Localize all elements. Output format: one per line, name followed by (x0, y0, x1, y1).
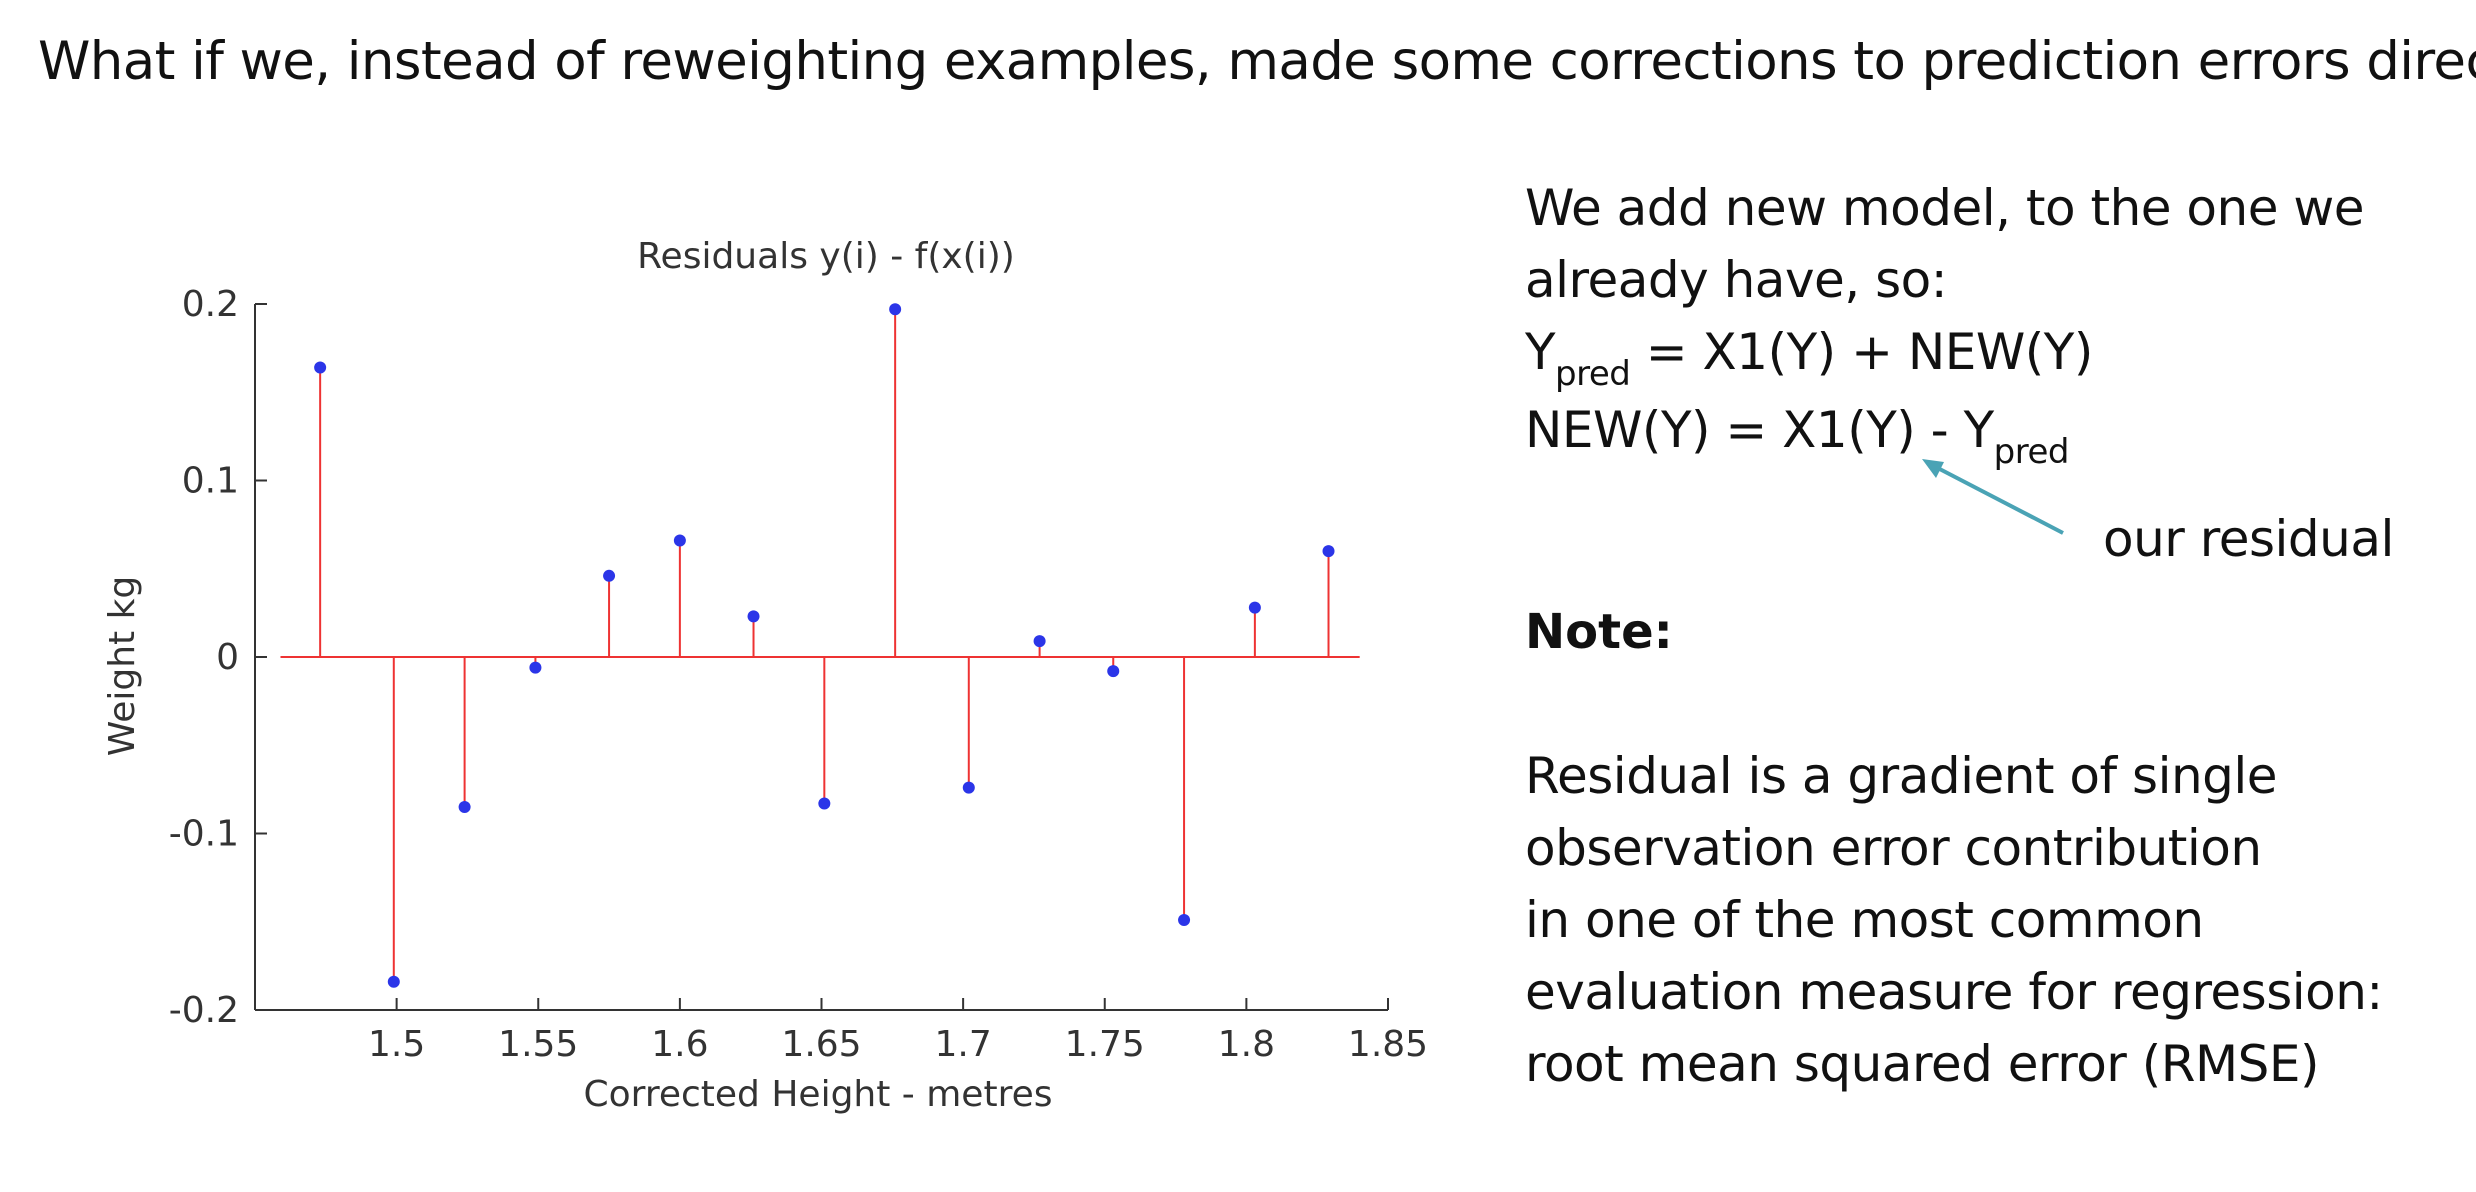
equation-ypred-subscript: pred (1555, 354, 1631, 394)
stem-marker (673, 534, 686, 547)
stem-marker (529, 661, 542, 674)
residual-label: our residual (2103, 510, 2394, 568)
x-tick-label: 1.75 (1065, 1024, 1145, 1065)
stem-marker (603, 569, 616, 582)
x-tick-label: 1.8 (1218, 1024, 1275, 1065)
residuals-stem-chart: Residuals y(i) - f(x(i)) Corrected Heigh… (102, 236, 1428, 1115)
y-tick-label: 0 (216, 637, 239, 678)
x-tick-label: 1.85 (1348, 1024, 1428, 1065)
x-tick-label: 1.65 (781, 1024, 861, 1065)
y-tick-label: -0.1 (169, 814, 239, 855)
stem-marker (1322, 545, 1335, 558)
note-heading: Note: (1525, 604, 1673, 660)
y-tick-label: 0.1 (182, 461, 239, 502)
stem-marker (387, 975, 400, 988)
stem-marker (314, 361, 327, 374)
equation-ypred-symbol: Y (1525, 323, 1556, 381)
x-tick-label: 1.5 (368, 1024, 425, 1065)
x-tick-label: 1.6 (651, 1024, 708, 1065)
chart-axes: -0.2 -0.1 0 0.1 0.2 1.5 1.55 1.6 1.65 1.7 1.75 1.8 1… (169, 284, 1428, 1065)
note-body: Residual is a gradient of single observa… (1525, 740, 2383, 1100)
x-tick-label: 1.55 (498, 1024, 578, 1065)
stem-marker (1178, 913, 1191, 926)
note-line: observation error contribution (1525, 819, 2262, 877)
stem-marker (747, 610, 760, 623)
x-axis-label: Corrected Height - metres (584, 1074, 1053, 1115)
stem-marker (1033, 635, 1046, 648)
y-tick-label: 0.2 (182, 284, 239, 325)
x-tick-label: 1.7 (934, 1024, 991, 1065)
note-line: in one of the most common (1525, 891, 2204, 949)
y-tick-label: -0.2 (169, 990, 239, 1031)
stem-marker (818, 797, 831, 810)
note-line: root mean squared error (RMSE) (1525, 1035, 2319, 1093)
equation-new: NEW(Y) = X1(Y) - Ypred (1525, 394, 2425, 472)
residual-arrow-icon (1922, 459, 2064, 535)
stem-marker (889, 303, 902, 316)
equation-ypred-rhs: = X1(Y) + NEW(Y) (1630, 323, 2094, 381)
slide-title: What if we, instead of reweighting examp… (38, 31, 2476, 92)
equation-new-subscript: pred (1993, 432, 2070, 472)
stem-marker (1107, 665, 1120, 678)
equation-new-text: NEW(Y) = X1(Y) - Y (1525, 401, 1994, 459)
explanation-line-1: We add new model, to the one we (1525, 179, 2365, 237)
stem-marker (458, 801, 471, 814)
explanation-panel: We add new model, to the one we already … (1525, 172, 2425, 472)
note-line: evaluation measure for regression: (1525, 963, 2383, 1021)
stem-marker (962, 781, 975, 794)
explanation-line-2: already have, so: (1525, 251, 1948, 309)
equation-ypred: Ypred = X1(Y) + NEW(Y) (1525, 316, 2425, 394)
y-axis-label: Weight kg (102, 576, 143, 757)
chart-plot-area (280, 303, 1360, 988)
stem-marker (1248, 601, 1261, 614)
note-line: Residual is a gradient of single (1525, 747, 2278, 805)
chart-title: Residuals y(i) - f(x(i)) (637, 236, 1015, 277)
